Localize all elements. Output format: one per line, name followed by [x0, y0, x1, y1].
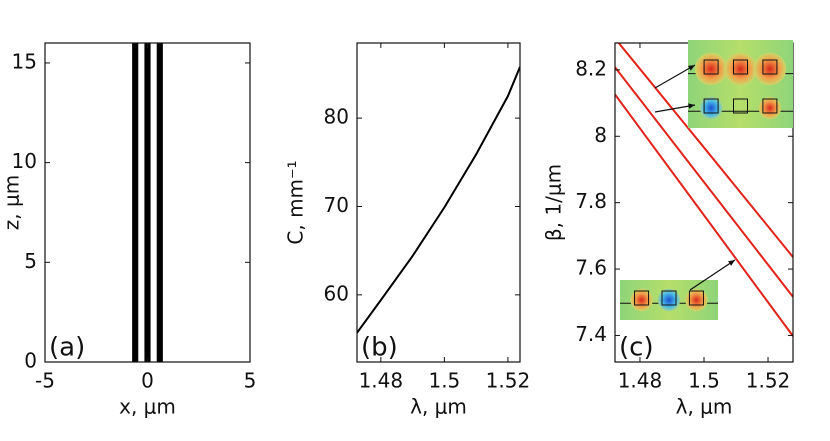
x-axis-label: λ, μm — [676, 395, 733, 419]
plot — [132, 43, 163, 362]
waveguide-core — [733, 98, 748, 114]
x-tick-label: 0 — [141, 369, 154, 393]
mode-spot — [724, 52, 757, 86]
waveguide-core — [733, 59, 748, 75]
plot — [615, 43, 793, 337]
waveguide-core — [634, 290, 650, 306]
stripe — [144, 43, 151, 362]
x-tick-label: 1.52 — [746, 369, 791, 393]
data-line — [357, 66, 520, 334]
plot — [357, 66, 520, 334]
data-line — [615, 66, 793, 298]
arrow-head — [688, 65, 695, 71]
mode-spot — [758, 96, 782, 120]
x-tick-label: 1.5 — [428, 369, 460, 393]
panel-tag: (a) — [49, 333, 85, 363]
waveguide-core — [762, 59, 778, 75]
x-tick-label: 1.52 — [486, 369, 531, 393]
mode-spot — [694, 52, 728, 86]
panel-tag: (c) — [619, 333, 654, 363]
y-tick-label: 8 — [594, 123, 607, 147]
y-tick-label: 60 — [324, 281, 349, 305]
arrow — [689, 259, 736, 291]
x-tick-label: 1.48 — [618, 369, 663, 393]
arrow-head — [688, 103, 695, 109]
y-tick-label: 8.2 — [575, 56, 607, 80]
y-tick-label: 7.4 — [575, 322, 607, 346]
mode-spot — [685, 288, 708, 312]
data-line — [617, 43, 793, 258]
y-tick-label: 7.8 — [575, 189, 607, 213]
y-tick-label: 7.6 — [575, 256, 607, 280]
x-axis-label: x, μm — [119, 395, 176, 419]
y-tick-label: 5 — [24, 249, 37, 273]
mode-spot — [657, 288, 681, 312]
waveguide-core — [661, 290, 677, 306]
x-tick-label: 1.5 — [688, 369, 720, 393]
waveguide-core — [688, 290, 704, 306]
x-tick-label: 1.48 — [359, 369, 404, 393]
waveguide-core — [762, 98, 778, 114]
y-tick-label: 0 — [24, 349, 37, 373]
waveguide-core — [703, 59, 719, 75]
plot-area — [357, 43, 520, 362]
x-tick-label: -5 — [35, 369, 55, 393]
arrow — [654, 104, 696, 113]
stripe — [132, 43, 139, 362]
axes-frame — [356, 42, 521, 363]
data-line — [615, 93, 793, 337]
y-tick-label: 80 — [324, 105, 349, 129]
y-axis-label: β, 1/μm — [542, 164, 566, 241]
stripe — [156, 43, 163, 362]
y-tick-label: 70 — [324, 193, 349, 217]
arrow-head — [728, 260, 735, 266]
y-tick-label: 15 — [12, 49, 37, 73]
mode-spot — [630, 288, 653, 312]
arrow — [654, 64, 696, 89]
y-tick-label: 10 — [12, 149, 37, 173]
x-axis-label: λ, μm — [410, 395, 467, 419]
mode-inset — [688, 88, 793, 128]
y-axis-label: z, μm — [0, 175, 24, 230]
mode-spot — [699, 96, 723, 120]
mode-inset — [620, 280, 718, 320]
panel-tag: (b) — [361, 333, 398, 363]
x-tick-label: 5 — [244, 369, 257, 393]
panel: 1.48 1.5 1.52 60 70 80 λ, μm C, mm⁻¹ (b) — [284, 42, 531, 419]
mode-spot — [753, 52, 787, 86]
y-axis-label: C, mm⁻¹ — [284, 160, 308, 244]
waveguide-core — [703, 98, 719, 114]
